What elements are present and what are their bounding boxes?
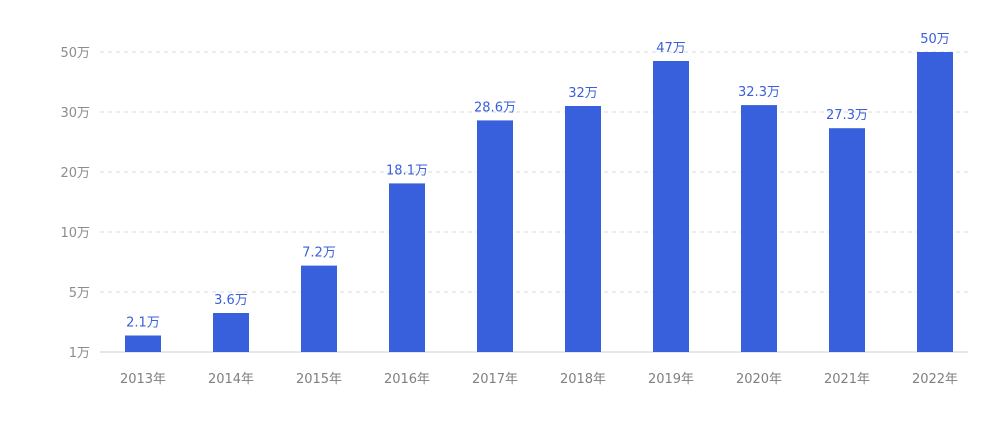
x-tick-label: 2015年 <box>296 372 342 387</box>
bar-2013年 <box>125 335 161 352</box>
bar-2020年 <box>741 105 777 352</box>
data-labels: 2.1万 3.6万 7.2万 18.1万 28.6万 32万 47万 32.3万 27.3万 50… <box>126 32 950 331</box>
y-tick-label: 10万 <box>60 226 90 241</box>
bar-2016年 <box>389 183 425 352</box>
bar-2015年 <box>301 265 337 352</box>
y-axis-ticks: 1万 5万 10万 20万 30万 50万 <box>60 46 90 361</box>
data-label: 2.1万 <box>126 316 160 331</box>
bar-2017年 <box>477 120 513 353</box>
x-tick-label: 2018年 <box>560 372 606 387</box>
y-tick-label: 1万 <box>69 346 90 361</box>
y-tick-label: 50万 <box>60 46 90 61</box>
data-label: 3.6万 <box>214 293 248 308</box>
bar-2018年 <box>565 106 601 352</box>
x-tick-label: 2013年 <box>120 372 166 387</box>
x-tick-label: 2014年 <box>208 372 254 387</box>
bar-2021年 <box>829 128 865 352</box>
data-label: 32万 <box>568 86 598 101</box>
x-tick-label: 2020年 <box>736 372 782 387</box>
y-tick-label: 30万 <box>60 106 90 121</box>
x-tick-label: 2019年 <box>648 372 694 387</box>
data-label: 32.3万 <box>738 85 780 100</box>
grid-lines <box>100 51 968 353</box>
bars <box>125 52 953 353</box>
x-tick-label: 2022年 <box>912 372 958 387</box>
x-tick-label: 2016年 <box>384 372 430 387</box>
bar-2014年 <box>213 313 249 352</box>
x-tick-label: 2021年 <box>824 372 870 387</box>
data-label: 27.3万 <box>826 108 868 123</box>
bar-2022年 <box>917 52 953 352</box>
y-tick-label: 5万 <box>69 286 90 301</box>
data-label: 7.2万 <box>302 246 336 261</box>
x-tick-label: 2017年 <box>472 372 518 387</box>
data-label: 47万 <box>656 41 686 56</box>
data-label: 28.6万 <box>474 100 516 115</box>
bar-2019年 <box>653 61 689 352</box>
x-axis-ticks: 2013年 2014年 2015年 2016年 2017年 2018年 2019年 2020年… <box>120 372 958 387</box>
y-tick-label: 20万 <box>60 166 90 181</box>
data-label: 18.1万 <box>386 163 428 178</box>
data-label: 50万 <box>920 32 950 47</box>
